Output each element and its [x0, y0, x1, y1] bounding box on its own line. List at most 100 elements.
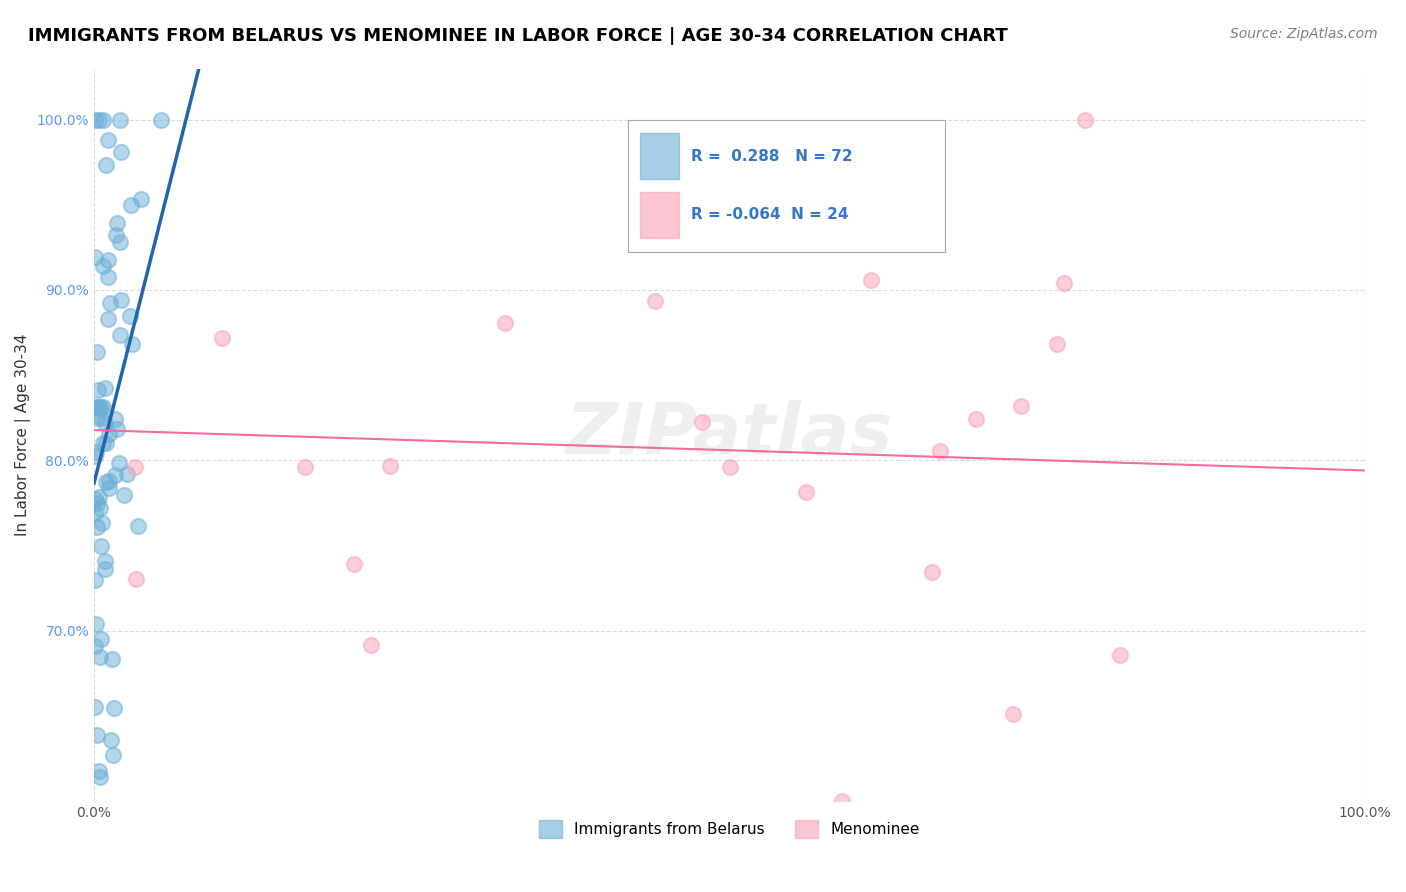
Point [89, 501, 111, 516]
Point [97, 269, 120, 284]
Point [378, 459, 401, 474]
Point [84, 639, 107, 653]
Point [103, 701, 125, 715]
Point [90, 410, 112, 425]
Point [100, 651, 122, 665]
Point [110, 293, 132, 308]
Point [343, 557, 366, 571]
Point [87, 400, 110, 414]
Point [86, 411, 108, 425]
Point [86, 496, 108, 510]
Point [94, 435, 117, 450]
Point [110, 327, 132, 342]
Point [86, 345, 108, 359]
Text: IMMIGRANTS FROM BELARUS VS MENOMINEE IN LABOR FORCE | AGE 30-34 CORRELATION CHAR: IMMIGRANTS FROM BELARUS VS MENOMINEE IN … [28, 27, 1008, 45]
Y-axis label: In Labor Force | Age 30-34: In Labor Force | Age 30-34 [15, 334, 31, 536]
Point [90, 516, 112, 530]
Point [86, 728, 108, 742]
Text: Source: ZipAtlas.com: Source: ZipAtlas.com [1230, 27, 1378, 41]
Point [294, 459, 316, 474]
Point [91, 259, 114, 273]
Point [794, 485, 817, 500]
Point [360, 638, 382, 652]
Point [105, 422, 128, 436]
Point [94, 158, 117, 172]
Point [87, 384, 110, 398]
Point [127, 519, 149, 533]
Point [86, 401, 108, 415]
Point [97, 133, 120, 147]
Point [110, 145, 132, 159]
Point [90, 539, 112, 553]
Point [84, 112, 107, 127]
Point [965, 412, 987, 426]
Point [94, 561, 117, 575]
Point [86, 520, 108, 534]
Point [97, 253, 120, 268]
Point [94, 475, 117, 490]
Point [1001, 707, 1024, 722]
Text: ZIPatlas: ZIPatlas [565, 401, 893, 469]
Point [98, 295, 121, 310]
Point [129, 192, 152, 206]
Point [104, 228, 127, 243]
Point [211, 331, 233, 345]
Point [94, 554, 117, 568]
Point [89, 770, 111, 784]
Point [929, 444, 952, 458]
Point [894, 213, 917, 227]
Point [105, 216, 128, 230]
Point [97, 427, 120, 442]
Point [93, 381, 115, 395]
Point [90, 632, 112, 646]
Point [89, 401, 111, 415]
Point [124, 460, 146, 475]
Point [125, 572, 148, 586]
Point [121, 337, 143, 351]
Point [91, 435, 114, 450]
Point [89, 649, 111, 664]
Point [104, 467, 127, 482]
Point [921, 565, 943, 579]
Point [90, 401, 112, 415]
Point [118, 309, 141, 323]
Point [84, 250, 107, 264]
Point [108, 456, 131, 470]
Point [91, 401, 114, 415]
Point [84, 492, 107, 507]
Point [84, 617, 107, 632]
Point [84, 700, 107, 714]
Point [104, 412, 127, 426]
Point [718, 459, 741, 474]
Point [84, 449, 107, 463]
Point [644, 294, 666, 309]
Point [98, 474, 121, 488]
Point [84, 506, 107, 520]
Point [690, 415, 713, 429]
Point [112, 488, 135, 502]
Point [84, 445, 107, 459]
Point [89, 490, 111, 504]
Point [98, 481, 121, 495]
Point [831, 794, 853, 808]
Point [101, 747, 124, 762]
Point [97, 312, 120, 326]
Point [84, 573, 107, 587]
Point [150, 112, 173, 127]
Point [120, 198, 142, 212]
Point [1074, 112, 1097, 127]
Point [89, 112, 111, 127]
Point [94, 416, 117, 430]
Point [494, 316, 516, 330]
Point [100, 733, 122, 747]
Point [859, 272, 882, 286]
Point [1010, 399, 1032, 413]
Point [108, 112, 131, 127]
Point [1053, 276, 1076, 290]
Point [1109, 648, 1132, 663]
Point [115, 467, 138, 482]
Point [1046, 337, 1069, 351]
Legend: Immigrants from Belarus, Menominee: Immigrants from Belarus, Menominee [533, 814, 927, 845]
Point [91, 112, 114, 127]
Point [108, 235, 131, 249]
